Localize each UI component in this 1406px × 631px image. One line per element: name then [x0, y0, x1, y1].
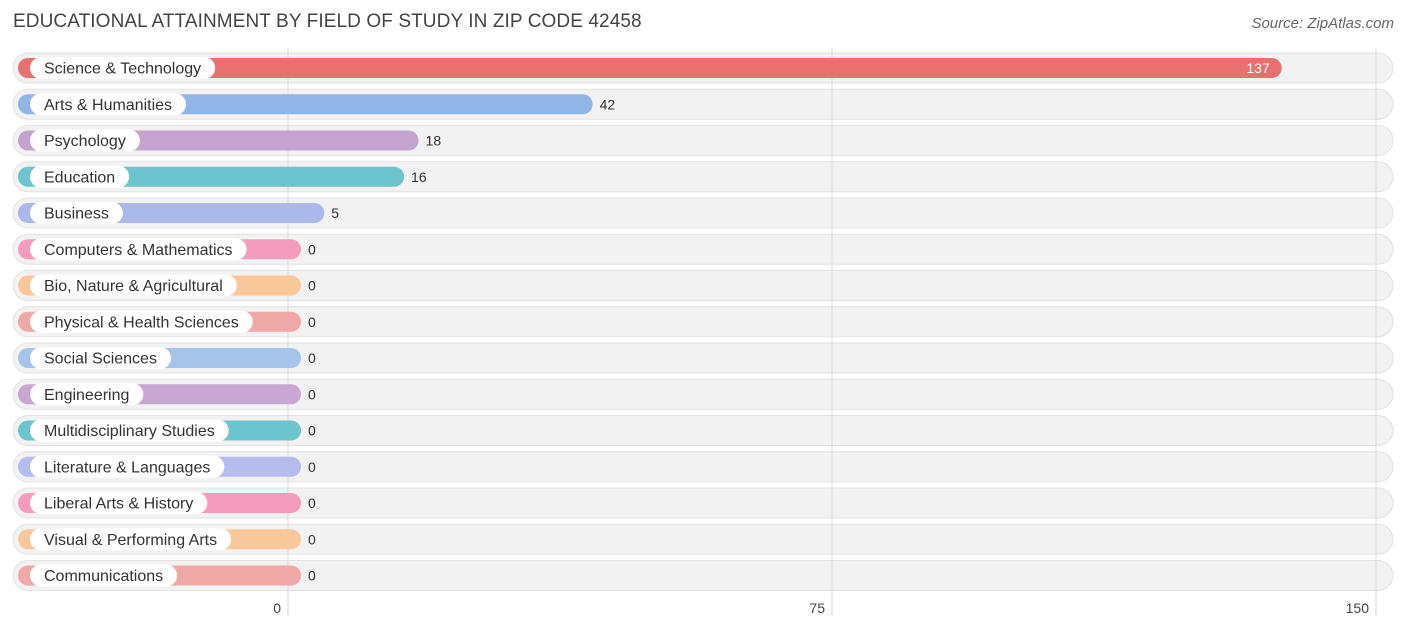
category-label-pill	[30, 57, 216, 79]
category-label: Liberal Arts & History	[44, 496, 193, 513]
category-label: Science & Technology	[44, 61, 201, 78]
bar-row[interactable]: Bio, Nature & Agricultural 0	[18, 274, 316, 297]
bar-row[interactable]: Literature & Languages 0	[18, 455, 316, 478]
category-label: Psychology	[44, 133, 126, 150]
category-label-pill	[30, 274, 237, 297]
bar-row[interactable]: Computers & Mathematics 0	[18, 238, 316, 261]
category-label-pill	[30, 492, 208, 514]
row-background	[12, 560, 1394, 591]
category-label-pill	[30, 165, 130, 188]
bar[interactable]	[18, 58, 1282, 78]
row-background	[12, 270, 1394, 301]
category-label-pill	[30, 419, 229, 442]
category-label: Computers & Mathematics	[44, 242, 233, 259]
value-label: 0	[308, 459, 316, 475]
category-label: Arts & Humanities	[44, 97, 172, 114]
value-label: 18	[426, 133, 442, 149]
row-background	[12, 233, 1394, 265]
category-label: Physical & Health Sciences	[44, 314, 239, 331]
category-label: Multidisciplinary Studies	[44, 423, 215, 440]
row-background	[12, 451, 1394, 483]
row-background	[12, 378, 1394, 410]
category-label: Education	[44, 169, 115, 186]
value-label: 0	[308, 495, 316, 511]
category-label: Communications	[44, 568, 163, 585]
value-label: 16	[411, 169, 427, 185]
row-background	[12, 487, 1394, 519]
bars: Science & Technology 137 Arts & Humanities…	[18, 57, 1282, 587]
chart-title: EDUCATIONAL ATTAINMENT BY FIELD OF STUDY…	[13, 11, 642, 32]
value-label: 0	[308, 423, 316, 439]
row-background	[12, 306, 1394, 338]
tick-label: 0	[273, 600, 281, 616]
category-label-pill	[30, 238, 247, 261]
bar-row[interactable]: Business 5	[18, 202, 339, 224]
chart-source: Source: ZipAtlas.com	[1251, 15, 1394, 32]
bar-row[interactable]: Science & Technology 137	[18, 57, 1282, 79]
row-background	[12, 197, 1394, 229]
bar-row[interactable]: Physical & Health Sciences 0	[18, 310, 316, 333]
bar-row[interactable]: Multidisciplinary Studies 0	[18, 419, 316, 442]
bar-row[interactable]: Liberal Arts & History 0	[18, 492, 316, 514]
category-label: Bio, Nature & Agricultural	[44, 278, 223, 295]
category-label-pill	[30, 528, 232, 551]
category-label-pill	[30, 455, 225, 478]
bar-row[interactable]: Psychology 18	[18, 129, 442, 152]
value-label: 0	[308, 278, 316, 294]
value-label: 0	[308, 314, 316, 330]
bar-row[interactable]: Communications 0	[18, 564, 316, 587]
bar-row[interactable]: Visual & Performing Arts 0	[18, 528, 316, 551]
category-label-pill	[30, 310, 253, 333]
value-label: 0	[308, 350, 316, 366]
category-label: Visual & Performing Arts	[44, 532, 217, 549]
category-label: Business	[44, 206, 109, 223]
category-label: Social Sciences	[44, 351, 157, 368]
category-label-pill	[30, 564, 178, 587]
value-label: 0	[308, 386, 316, 402]
category-label-pill	[30, 93, 187, 116]
category-label-pill	[30, 383, 144, 406]
value-label: 137	[1246, 60, 1270, 76]
bar-row[interactable]: Arts & Humanities 42	[18, 93, 616, 116]
value-label: 0	[308, 241, 316, 257]
tick-label: 150	[1346, 600, 1370, 616]
category-label: Engineering	[44, 387, 129, 404]
value-label: 0	[308, 531, 316, 547]
value-label: 5	[331, 205, 339, 221]
row-background	[12, 523, 1394, 555]
category-label-pill	[30, 202, 123, 224]
value-label: 0	[308, 568, 316, 584]
bar-row[interactable]: Engineering 0	[18, 383, 316, 406]
x-axis: 0 75 150	[273, 600, 1369, 616]
category-label: Literature & Languages	[44, 459, 210, 476]
value-label: 42	[600, 96, 616, 112]
row-background	[12, 415, 1394, 446]
tick-label: 75	[809, 600, 825, 616]
category-label-pill	[30, 347, 171, 369]
bar-row[interactable]: Social Sciences 0	[18, 347, 316, 369]
bar-row[interactable]: Education 16	[18, 165, 427, 188]
category-label-pill	[30, 129, 140, 152]
row-background	[12, 342, 1394, 374]
